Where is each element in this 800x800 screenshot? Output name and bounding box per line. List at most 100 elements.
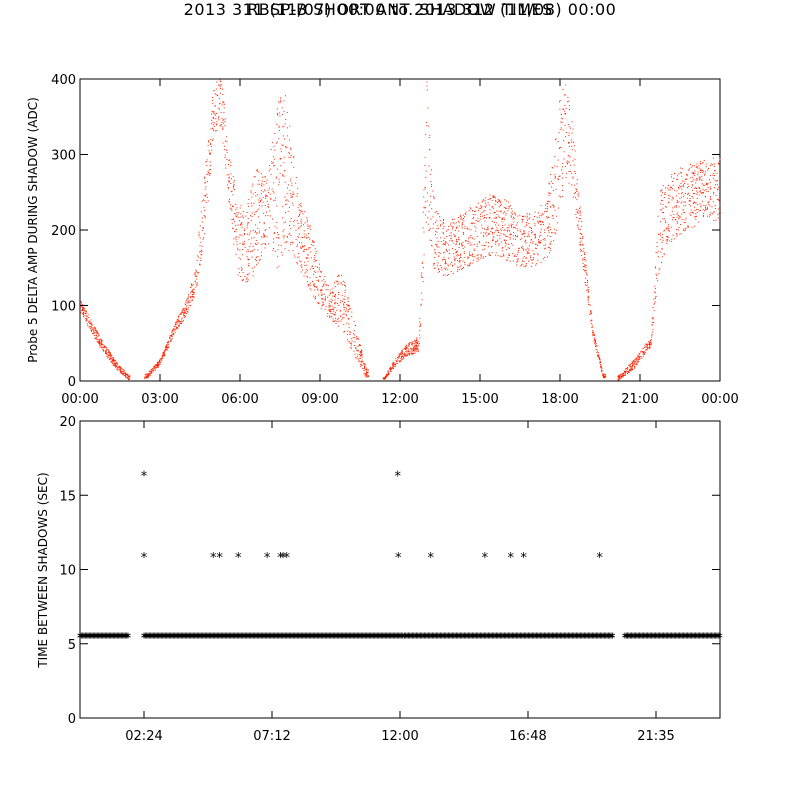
baseline-point: * [287, 631, 294, 646]
baseline-point: * [449, 631, 456, 646]
data-point [211, 145, 212, 147]
data-point [673, 177, 675, 179]
data-point [640, 351, 641, 353]
data-point [193, 292, 194, 294]
data-point [564, 94, 566, 96]
data-point [332, 318, 334, 320]
baseline-point: * [496, 631, 503, 646]
data-point [632, 364, 634, 366]
data-point [706, 208, 708, 210]
data-point [555, 233, 557, 235]
data-point [492, 207, 494, 209]
data-point [693, 201, 695, 203]
data-point [671, 199, 673, 201]
baseline-point: * [476, 631, 483, 646]
data-point [506, 259, 508, 261]
data-point [457, 220, 459, 222]
data-point [261, 199, 263, 201]
data-point [204, 182, 206, 184]
data-point [492, 239, 494, 241]
data-point [634, 361, 636, 362]
data-point [484, 220, 486, 222]
data-point [696, 211, 698, 213]
data-point [96, 339, 98, 340]
data-point [190, 292, 192, 294]
baseline-point: * [547, 631, 554, 646]
data-point [257, 249, 259, 251]
data-point [361, 353, 363, 355]
data-point [632, 363, 634, 365]
baseline-point: * [654, 631, 661, 646]
data-point [204, 188, 206, 190]
data-point [465, 240, 467, 241]
data-point [437, 240, 439, 242]
data-point [410, 342, 412, 344]
data-point [403, 348, 405, 350]
data-point [239, 234, 241, 236]
data-point [334, 320, 336, 322]
data-point [204, 209, 206, 211]
data-point [645, 349, 647, 351]
data-point [483, 232, 485, 234]
data-point [307, 237, 309, 238]
data-point [493, 195, 495, 197]
data-point [713, 211, 715, 213]
data-point [694, 175, 696, 176]
data-point [539, 242, 541, 244]
data-point [709, 181, 711, 183]
data-point [276, 108, 278, 110]
baseline-point: * [197, 631, 204, 646]
data-point [329, 304, 331, 306]
data-point [649, 345, 651, 347]
data-point [110, 355, 112, 357]
data-point [223, 102, 225, 104]
data-point [343, 331, 345, 333]
data-point [431, 245, 433, 247]
data-point [533, 257, 534, 259]
data-point [485, 233, 487, 235]
data-point [264, 243, 266, 244]
data-point [565, 166, 567, 167]
data-point [97, 336, 99, 338]
data-point [526, 225, 528, 227]
data-point [255, 230, 256, 232]
data-point [399, 360, 401, 362]
data-point [148, 374, 150, 376]
data-point [157, 363, 159, 365]
baseline-point: * [271, 631, 278, 646]
data-point [490, 254, 491, 256]
data-point [470, 208, 472, 210]
data-point [284, 138, 285, 140]
baseline-point: * [245, 631, 252, 646]
data-point [689, 195, 691, 197]
data-point [434, 257, 436, 258]
data-point [95, 331, 97, 333]
baseline-point: * [440, 631, 447, 646]
data-point [675, 219, 676, 220]
data-point [446, 236, 448, 238]
data-point [323, 278, 325, 280]
data-point [621, 376, 623, 378]
data-point [672, 217, 674, 219]
data-point [328, 309, 330, 311]
data-point [303, 224, 304, 226]
data-point [237, 274, 239, 276]
baseline-point: * [355, 631, 362, 646]
data-point [712, 201, 714, 203]
data-point [176, 321, 178, 323]
data-point [647, 347, 649, 349]
data-point [265, 195, 267, 197]
data-point [441, 223, 443, 225]
data-point [667, 194, 669, 196]
data-point [579, 210, 581, 212]
data-point [149, 371, 151, 373]
data-point [283, 110, 285, 112]
data-point [176, 321, 178, 323]
data-point [308, 233, 309, 234]
data-point [228, 180, 230, 181]
data-point [540, 228, 542, 230]
data-point [689, 213, 691, 215]
data-point [342, 300, 344, 302]
data-point [318, 269, 320, 271]
data-point [652, 331, 654, 333]
